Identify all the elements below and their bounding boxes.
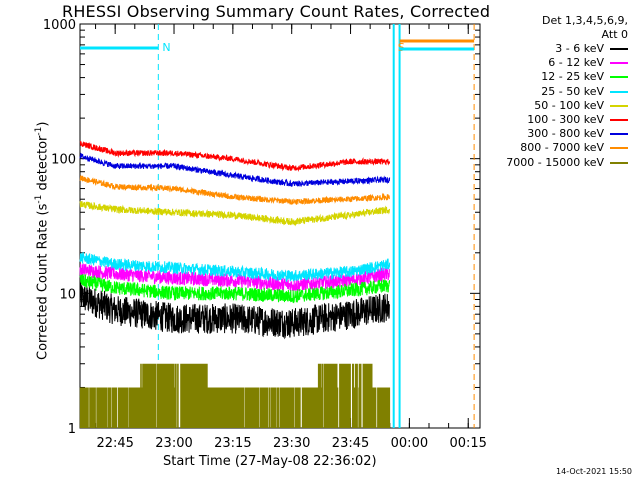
annotation-label: N (162, 41, 170, 54)
legend-item: 3 - 6 keV (506, 42, 628, 56)
legend-item: 50 - 100 keV (506, 99, 628, 113)
series-line (79, 263, 391, 292)
legend-swatch (610, 76, 628, 79)
legend-label: 300 - 800 keV (527, 127, 604, 141)
footer-timestamp: 14-Oct-2021 15:50 (556, 467, 632, 476)
series-line (79, 175, 391, 206)
series-line (79, 363, 391, 428)
legend-label: 12 - 25 keV (541, 70, 604, 84)
series-line (79, 252, 391, 283)
y-tick-label: 10 (59, 287, 76, 302)
legend-swatch (610, 133, 628, 136)
series-line (79, 152, 391, 187)
legend-item: 800 - 7000 keV (506, 141, 628, 155)
legend-label: 50 - 100 keV (534, 98, 604, 112)
chart-title: RHESSI Observing Summary Count Rates, Co… (62, 2, 491, 21)
legend-item: 100 - 300 keV (506, 113, 628, 127)
legend-item: 6 - 12 keV (506, 56, 628, 70)
legend-label: 25 - 50 keV (541, 84, 604, 98)
legend-label: 6 - 12 keV (548, 56, 604, 70)
x-tick-label: 23:45 (332, 436, 369, 451)
x-tick-label: 23:15 (214, 436, 251, 451)
detector-info: Det 1,3,4,5,6,9, Att 0 (542, 14, 628, 42)
legend-label: 800 - 7000 keV (520, 141, 604, 155)
series-line (79, 140, 391, 172)
legend-swatch (610, 147, 628, 150)
legend-label: 7000 - 15000 keV (506, 155, 604, 169)
attenuator-label: Att 0 (601, 28, 628, 41)
x-tick-label: 00:15 (449, 436, 486, 451)
legend-swatch (610, 90, 628, 93)
y-tick-label: 1000 (43, 18, 76, 33)
x-tick-label: 00:00 (391, 436, 428, 451)
detectors-label: Det 1,3,4,5,6,9, (541, 14, 628, 27)
y-axis-label: Corrected Count Rate (s-1 detector-1) (34, 121, 51, 360)
legend-swatch (610, 119, 628, 122)
legend: 3 - 6 keV 6 - 12 keV 12 - 25 keV 25 - 50 ke… (506, 42, 628, 170)
series-line (79, 274, 391, 304)
x-tick-label: 23:00 (155, 436, 192, 451)
legend-label: 100 - 300 keV (527, 112, 604, 126)
legend-swatch (610, 48, 628, 51)
x-axis-label: Start Time (27-May-08 22:36:02) (163, 454, 377, 469)
legend-swatch (610, 104, 628, 107)
legend-item: 7000 - 15000 keV (506, 156, 628, 170)
y-tick-label: 100 (51, 153, 76, 168)
x-tick-label: 22:45 (96, 436, 133, 451)
y-tick-label: 1 (68, 422, 76, 437)
legend-item: 25 - 50 keV (506, 85, 628, 99)
plot-frame (79, 23, 481, 429)
series-line (79, 200, 391, 227)
legend-swatch (610, 62, 628, 65)
legend-item: 300 - 800 keV (506, 127, 628, 141)
x-tick-label: 23:30 (273, 436, 310, 451)
legend-label: 3 - 6 keV (555, 42, 604, 55)
legend-swatch (610, 161, 628, 164)
series-line (79, 281, 391, 340)
legend-item: 12 - 25 keV (506, 70, 628, 84)
